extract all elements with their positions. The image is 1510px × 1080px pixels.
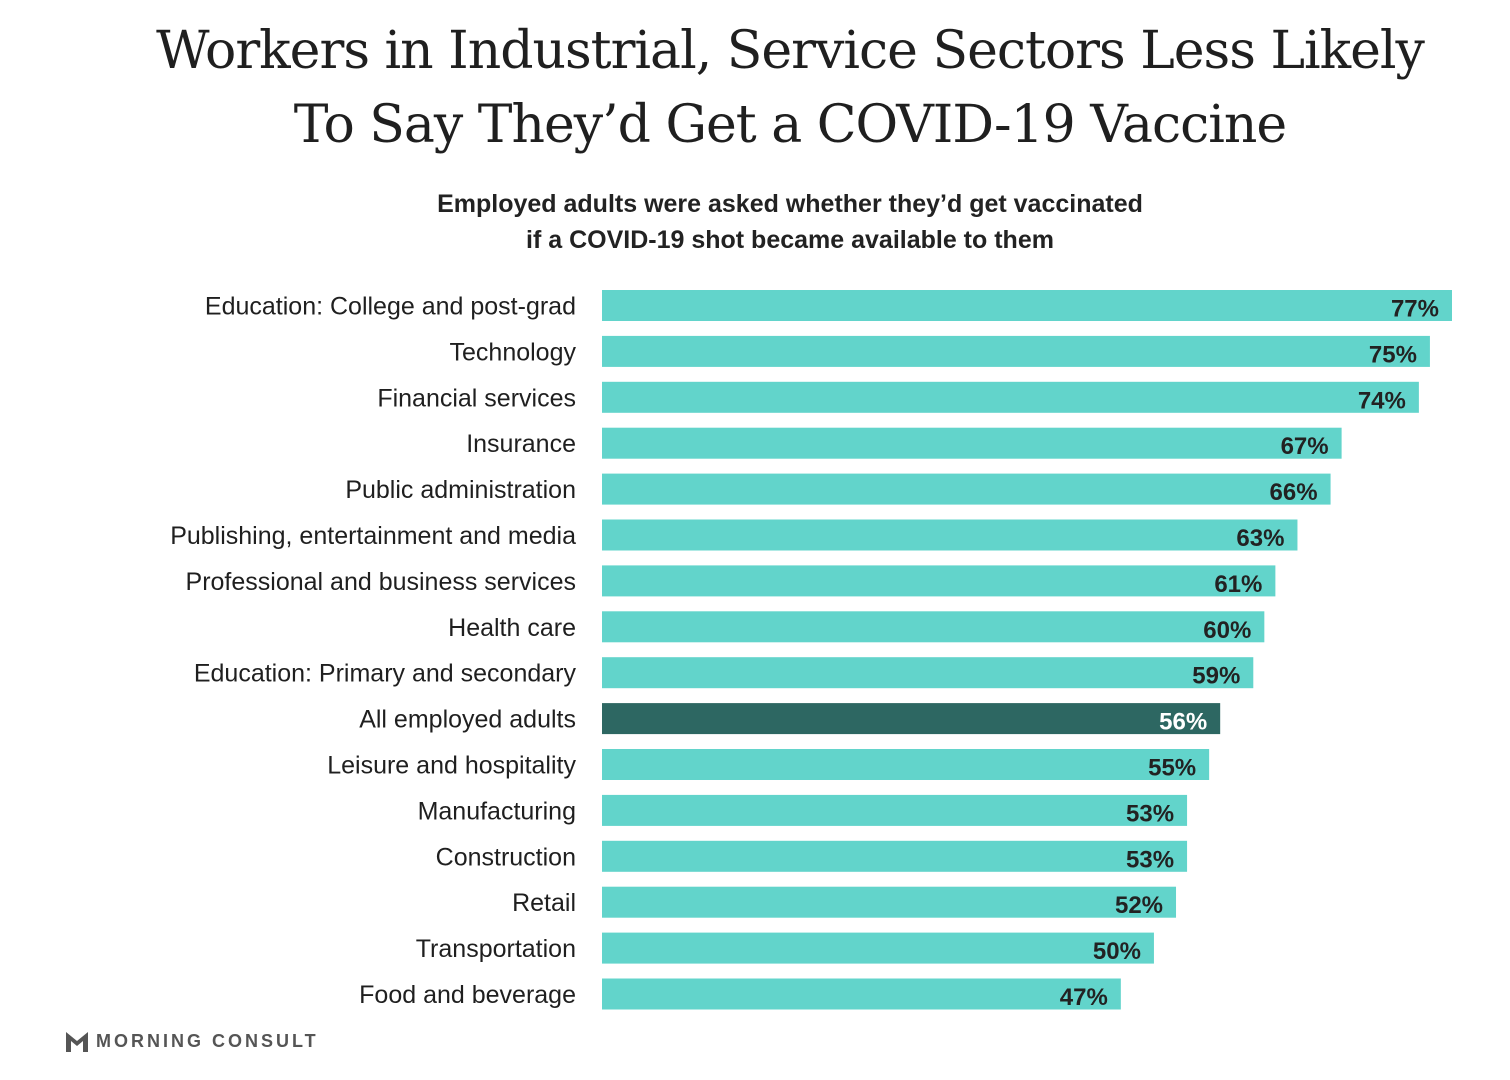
- category-label-food-and-beverage: Food and beverage: [359, 981, 576, 1009]
- value-label-retail: 52%: [1115, 892, 1163, 919]
- chart-subtitle: Employed adults were asked whether they’…: [0, 186, 1510, 258]
- value-label-public-administration: 66%: [1270, 479, 1318, 506]
- category-label-education-college-and-post-grad: Education: College and post-grad: [205, 293, 576, 321]
- category-label-manufacturing: Manufacturing: [418, 797, 576, 825]
- brand-name: MORNING CONSULT: [96, 1031, 319, 1051]
- bar-transportation: [602, 932, 1154, 964]
- value-label-education-primary-and-secondary: 59%: [1192, 663, 1240, 690]
- category-label-retail: Retail: [512, 889, 576, 917]
- value-label-professional-and-business-services: 61%: [1214, 571, 1262, 598]
- bar-public-administration: [602, 473, 1331, 505]
- chart-subtitle-line-2: if a COVID-19 shot became available to t…: [526, 226, 1054, 254]
- category-label-leisure-and-hospitality: Leisure and hospitality: [327, 752, 576, 780]
- value-label-food-and-beverage: 47%: [1060, 984, 1108, 1011]
- category-label-publishing-entertainment-and-media: Publishing, entertainment and media: [170, 522, 576, 550]
- bar-retail: [602, 886, 1177, 918]
- value-label-publishing-entertainment-and-media: 63%: [1236, 525, 1284, 552]
- value-label-construction: 53%: [1126, 846, 1174, 873]
- category-label-education-primary-and-secondary: Education: Primary and secondary: [194, 660, 577, 688]
- chart-title-line-2: To Say They’d Get a COVID-19 Vaccine: [293, 95, 1287, 155]
- value-label-leisure-and-hospitality: 55%: [1148, 755, 1196, 782]
- category-label-health-care: Health care: [448, 614, 576, 642]
- value-label-technology: 75%: [1369, 341, 1417, 368]
- category-label-public-administration: Public administration: [345, 476, 576, 504]
- bar-education-college-and-post-grad: [602, 290, 1452, 321]
- bar-health-care: [602, 611, 1265, 643]
- bar-education-primary-and-secondary: [602, 657, 1254, 689]
- category-label-financial-services: Financial services: [377, 384, 576, 412]
- bar-insurance: [602, 427, 1342, 459]
- category-label-transportation: Transportation: [416, 935, 576, 963]
- category-label-construction: Construction: [436, 843, 576, 871]
- bar-food-and-beverage: [602, 978, 1121, 1010]
- chart-subtitle-line-1: Employed adults were asked whether they’…: [437, 190, 1143, 218]
- category-label-insurance: Insurance: [466, 430, 576, 458]
- bar-financial-services: [602, 381, 1419, 413]
- bar-all-employed-adults: [602, 703, 1221, 735]
- bar-professional-and-business-services: [602, 565, 1276, 597]
- value-label-manufacturing: 53%: [1126, 800, 1174, 827]
- morning-consult-logo-icon: [66, 1031, 88, 1052]
- value-label-health-care: 60%: [1203, 617, 1251, 644]
- category-label-all-employed-adults: All employed adults: [359, 706, 576, 734]
- bar-manufacturing: [602, 794, 1188, 826]
- value-label-education-college-and-post-grad: 77%: [1391, 296, 1439, 323]
- bar-technology: [602, 335, 1430, 367]
- chart-title-line-1: Workers in Industrial, Service Sectors L…: [156, 21, 1425, 81]
- value-label-financial-services: 74%: [1358, 387, 1406, 414]
- value-label-transportation: 50%: [1093, 938, 1141, 965]
- brand-logo: MORNING CONSULT: [66, 1031, 319, 1052]
- bar-publishing-entertainment-and-media: [602, 519, 1298, 551]
- chart-title: Workers in Industrial, Service Sectors L…: [0, 14, 1510, 162]
- category-label-technology: Technology: [450, 338, 577, 366]
- bar-leisure-and-hospitality: [602, 749, 1210, 780]
- bar-construction: [602, 840, 1188, 872]
- value-label-insurance: 67%: [1281, 433, 1329, 460]
- category-label-professional-and-business-services: Professional and business services: [186, 568, 576, 596]
- value-label-all-employed-adults: 56%: [1159, 709, 1207, 736]
